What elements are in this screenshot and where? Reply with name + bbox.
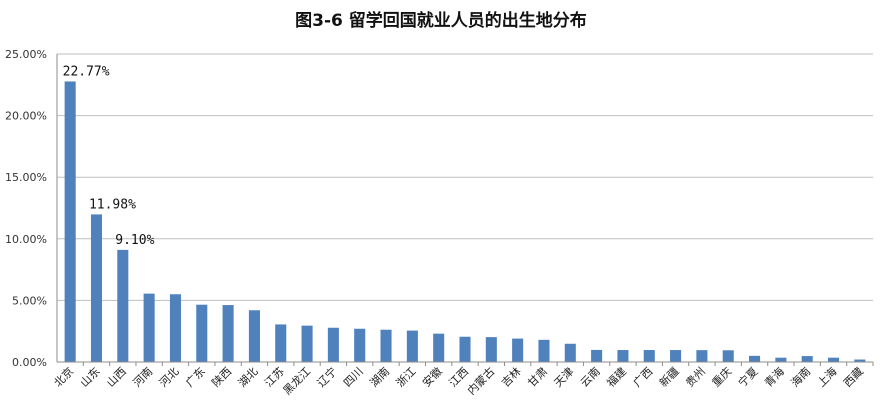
bar (433, 333, 445, 362)
y-tick-label: 5.00% (12, 294, 47, 307)
x-tick-label: 内蒙古 (464, 364, 497, 397)
bar (196, 304, 208, 362)
bar (143, 293, 155, 362)
x-tick-label: 广西 (631, 365, 656, 390)
bar (643, 350, 655, 362)
data-label: 9.10% (115, 233, 154, 248)
x-tick-label: 四川 (341, 365, 366, 390)
x-tick-label: 安徽 (419, 364, 444, 389)
x-tick-label: 宁夏 (735, 364, 760, 389)
bars (64, 81, 866, 362)
x-tick-label: 福建 (604, 364, 629, 389)
x-tick-label: 吉林 (498, 364, 523, 389)
bar (749, 355, 761, 362)
x-tick-label: 山东 (78, 365, 103, 390)
x-tick-label: 云南 (578, 365, 603, 390)
bar (327, 327, 339, 362)
bar (512, 338, 524, 362)
x-tick-label: 山西 (104, 365, 129, 390)
bar (538, 339, 550, 362)
x-tick-label: 天津 (552, 365, 577, 390)
bar (301, 325, 313, 362)
bar (169, 294, 181, 362)
bar (275, 324, 287, 362)
chart-title: 图3-6 留学回国就业人员的出生地分布 (295, 10, 587, 31)
x-tick-label: 新疆 (656, 364, 681, 389)
x-tick-label: 湖南 (367, 365, 392, 390)
bar (854, 359, 866, 362)
y-tick-label: 0.00% (12, 356, 47, 369)
bar (722, 350, 734, 362)
y-tick-label: 25.00% (5, 48, 47, 61)
data-labels: 22.77% 11.98% 9.10% (63, 64, 155, 247)
x-tick-label: 青海 (762, 364, 787, 389)
x-tick-label: 河北 (157, 365, 182, 390)
y-tick-label: 10.00% (5, 233, 47, 246)
x-tick-label: 浙江 (394, 365, 419, 390)
bar (90, 214, 103, 362)
bar (564, 343, 576, 362)
bar (485, 337, 497, 362)
gridlines (57, 53, 873, 301)
x-tick-label: 西藏 (841, 365, 866, 390)
x-tick-label: 上海 (814, 364, 839, 389)
bar (248, 310, 260, 362)
y-tick-label: 20.00% (5, 110, 47, 123)
bar (775, 357, 787, 362)
bar (670, 350, 682, 362)
data-label: 22.77% (63, 64, 110, 79)
bar (696, 350, 708, 362)
y-tick-label: 15.00% (5, 171, 47, 184)
bar (117, 249, 129, 362)
bar (354, 328, 366, 362)
x-tick-label: 河南 (131, 365, 156, 390)
bar (459, 336, 471, 362)
bar (801, 356, 813, 362)
x-tick-label: 海南 (788, 364, 813, 389)
x-tick-label: 黑龙江 (281, 365, 314, 398)
data-label: 11.98% (89, 197, 136, 212)
bar (222, 305, 234, 362)
bar (406, 330, 418, 362)
y-axis-tick-labels: 0.00% 5.00% 10.00% 15.00% 20.00% 25.00% (5, 48, 47, 369)
x-tick-label: 甘肃 (525, 365, 550, 390)
x-tick-label: 湖北 (236, 365, 261, 390)
bar (380, 329, 392, 362)
x-tick-label: 陕西 (209, 364, 234, 389)
bar (827, 357, 840, 362)
x-tick-label: 北京 (51, 364, 76, 389)
x-tick-label: 重庆 (709, 364, 734, 389)
bar (591, 349, 603, 362)
bar (64, 81, 76, 362)
x-tick-label: 辽宁 (314, 364, 339, 389)
x-tick-label: 广东 (183, 365, 208, 390)
bar (617, 350, 629, 362)
x-tick-label: 贵州 (683, 365, 708, 390)
